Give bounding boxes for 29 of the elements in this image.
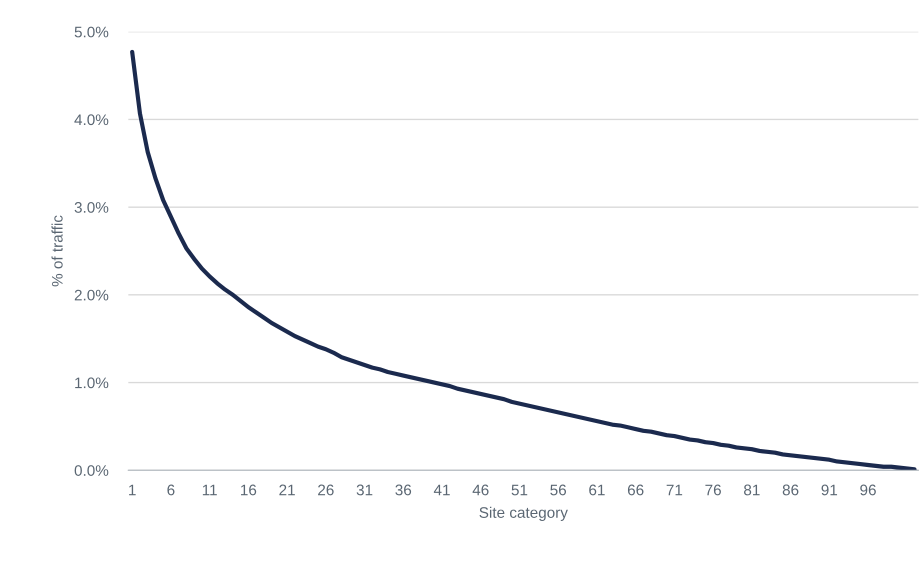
x-tick-label: 6 bbox=[167, 484, 174, 496]
x-tick-label: 81 bbox=[744, 484, 760, 496]
x-tick-label: 96 bbox=[860, 484, 876, 496]
y-tick-label: 2.0% bbox=[74, 290, 108, 301]
line-series bbox=[130, 50, 917, 470]
x-tick-label: 31 bbox=[356, 484, 372, 496]
x-tick-label: 91 bbox=[822, 484, 838, 496]
x-tick-label: 11 bbox=[202, 484, 217, 496]
x-tick-label: 46 bbox=[472, 484, 489, 496]
x-tick-label: 41 bbox=[434, 484, 450, 496]
x-tick-label: 71 bbox=[666, 484, 682, 496]
x-tick-label: 36 bbox=[395, 484, 412, 496]
y-tick-label: 0.0% bbox=[74, 465, 108, 476]
x-tick-label: 66 bbox=[628, 484, 644, 496]
x-tick-label: 76 bbox=[705, 484, 721, 496]
x-tick-label: 21 bbox=[279, 484, 295, 496]
y-tick-label: 5.0% bbox=[74, 26, 108, 38]
x-tick-label: 51 bbox=[512, 484, 528, 496]
x-axis-title: Site category bbox=[479, 506, 568, 521]
y-tick-label: 1.0% bbox=[75, 377, 108, 388]
x-tick-label: 86 bbox=[782, 484, 798, 496]
x-tick-label: 16 bbox=[241, 484, 256, 496]
x-tick-label: 56 bbox=[550, 484, 566, 496]
x-tick-label: 1 bbox=[129, 484, 136, 496]
y-axis-title: % of traffic bbox=[51, 215, 63, 286]
x-tick-label: 26 bbox=[318, 484, 334, 496]
y-tick-label: 4.0% bbox=[74, 114, 108, 126]
y-tick-label: 3.0% bbox=[74, 202, 108, 213]
x-tick-label: 61 bbox=[589, 484, 605, 496]
